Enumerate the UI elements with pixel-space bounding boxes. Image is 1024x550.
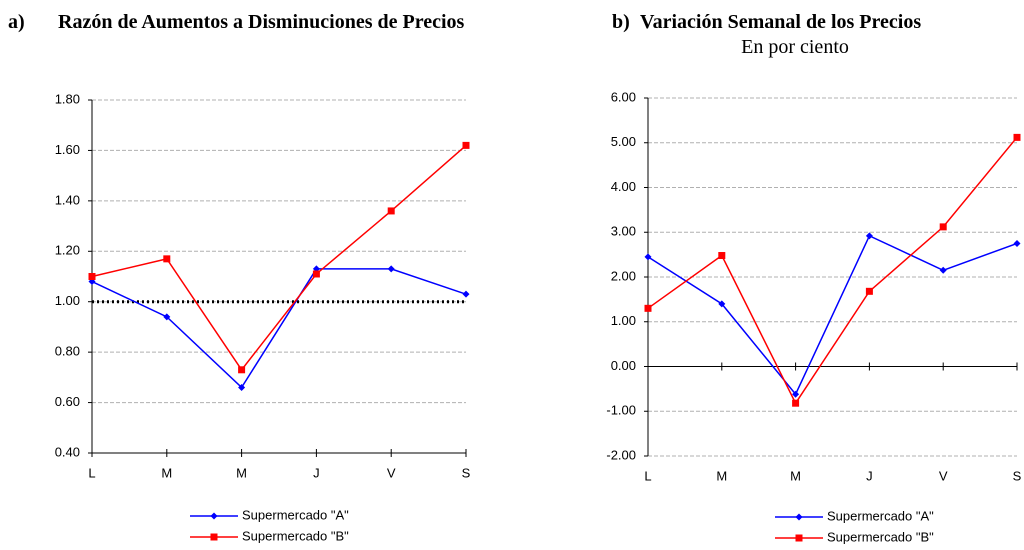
point	[644, 253, 652, 261]
x-tick-label: L	[644, 468, 651, 483]
point	[792, 390, 800, 398]
point	[387, 265, 395, 273]
point	[718, 252, 726, 260]
point	[1013, 239, 1021, 247]
x-tick-label: S	[1013, 468, 1022, 483]
point	[865, 232, 873, 240]
point	[387, 207, 395, 215]
point	[163, 255, 171, 263]
series-line	[647, 136, 1018, 405]
x-tick-label: M	[716, 468, 727, 483]
legend-label: Supermercado "A"	[242, 507, 349, 522]
point	[1013, 133, 1021, 141]
x-tick-label: M	[790, 468, 801, 483]
point	[795, 534, 803, 542]
y-tick-label: 4.00	[611, 179, 636, 194]
y-tick-label: -1.00	[606, 403, 636, 418]
y-tick-label: 6.00	[611, 89, 636, 104]
x-tick-label: V	[387, 465, 396, 480]
point	[238, 366, 246, 374]
x-tick-label: V	[939, 468, 948, 483]
legend-label: Supermercado "A"	[827, 508, 934, 523]
point	[88, 273, 96, 280]
y-tick-label: 2.00	[611, 268, 636, 283]
point	[210, 512, 218, 520]
legend-label: Supermercado "B"	[827, 529, 934, 544]
x-tick-label: J	[313, 465, 320, 480]
y-tick-label: 0.60	[55, 394, 80, 409]
series-line	[91, 144, 467, 372]
y-tick-label: 1.60	[55, 142, 80, 157]
point	[312, 270, 320, 278]
point	[795, 513, 803, 521]
series-line	[647, 234, 1018, 396]
series-line	[91, 268, 467, 389]
point	[462, 141, 470, 149]
y-tick-label: 1.80	[55, 91, 80, 106]
chart-subtitle: En por ciento	[741, 36, 849, 58]
y-tick-label: 0.00	[611, 358, 636, 373]
x-tick-label: M	[236, 465, 247, 480]
point	[210, 533, 218, 541]
panel-label: a)	[8, 11, 25, 33]
point	[865, 287, 873, 295]
point	[163, 313, 171, 321]
y-tick-label: 1.40	[55, 192, 80, 207]
y-tick-label: -2.00	[606, 447, 636, 462]
y-tick-label: 0.80	[55, 344, 80, 359]
point	[644, 304, 652, 312]
point	[792, 399, 800, 407]
legend-label: Supermercado "B"	[242, 528, 349, 543]
point	[939, 266, 947, 274]
y-tick-label: 3.00	[611, 224, 636, 239]
y-tick-label: 5.00	[611, 134, 636, 149]
x-tick-label: M	[161, 465, 172, 480]
y-tick-label: 1.20	[55, 243, 80, 258]
point	[238, 383, 246, 391]
x-tick-label: L	[88, 465, 95, 480]
y-tick-label: 1.00	[611, 313, 636, 328]
panel-label: b)	[612, 11, 630, 33]
point	[939, 223, 947, 231]
x-tick-label: S	[462, 465, 471, 480]
y-tick-label: 0.40	[55, 444, 80, 459]
y-tick-label: 1.00	[55, 293, 80, 308]
point	[462, 290, 470, 298]
x-tick-label: J	[866, 468, 873, 483]
point	[718, 300, 726, 308]
chart-title: Variación Semanal de los Precios	[640, 11, 922, 33]
chart-title: Razón de Aumentos a Disminuciones de Pre…	[58, 11, 465, 33]
